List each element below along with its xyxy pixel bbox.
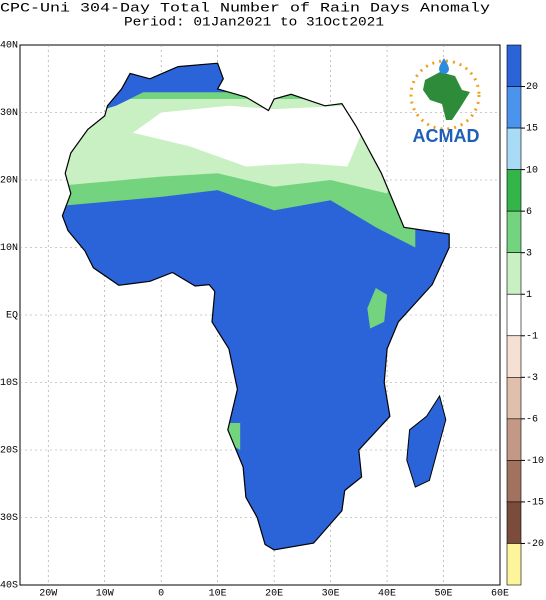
colorbar-swatch <box>506 501 522 544</box>
y-tick-label: 10S <box>0 378 18 389</box>
logo-text: ACMAD <box>413 126 480 146</box>
x-tick-label: 10W <box>96 589 114 600</box>
colorbar-label: -6 <box>526 414 538 425</box>
title-line-1: CPC-Uni 304-Day Total Number of Rain Day… <box>0 0 490 15</box>
madagascar <box>406 394 447 488</box>
colorbar-label: 15 <box>526 124 538 135</box>
colorbar: 20 15 10 6 3 1 -1 -3 -6 -10 -15 -20 <box>506 44 544 586</box>
colorbar-label: -3 <box>526 373 538 384</box>
title-line-2: Period: 01Jan2021 to 31Oct2021 <box>124 14 384 29</box>
x-tick-label: 30E <box>322 589 340 600</box>
colorbar-swatch <box>506 418 522 461</box>
colorbar-label: -15 <box>526 498 544 509</box>
colorbar-swatch <box>506 210 522 253</box>
colorbar-label: 6 <box>526 207 532 218</box>
x-tick-label: 50E <box>435 589 453 600</box>
colorbar-label: 20 <box>526 82 538 93</box>
colorbar-swatch <box>506 86 522 129</box>
anomaly-neutral <box>132 105 365 167</box>
colorbar-label: 1 <box>526 290 532 301</box>
colorbar-label: -10 <box>526 456 544 467</box>
colorbar-swatch <box>506 127 522 170</box>
colorbar-swatch <box>506 543 522 586</box>
y-tick-label: 30S <box>0 513 18 524</box>
x-tick-label: 60E <box>491 589 509 600</box>
colorbar-label: -1 <box>526 331 538 342</box>
x-tick-label: 0 <box>158 589 164 600</box>
y-tick-label: 30N <box>0 108 18 119</box>
y-tick-label: 40N <box>0 41 18 52</box>
logo-drop <box>439 58 449 74</box>
coastline <box>61 62 450 551</box>
x-tick-label: 40E <box>378 589 396 600</box>
logo-continent <box>423 72 470 120</box>
kenya-dry <box>367 288 388 329</box>
y-tick-label: 10N <box>0 243 18 254</box>
colorbar-swatch <box>506 44 522 87</box>
colorbar-swatch <box>506 169 522 212</box>
colorbar-swatch <box>506 377 522 420</box>
colorbar-label: 3 <box>526 248 532 259</box>
sahara-anomaly <box>62 63 416 450</box>
y-tick-label: EQ <box>6 311 18 322</box>
y-tick-label: 40S <box>0 581 18 592</box>
x-tick-label: 20W <box>39 589 57 600</box>
colorbar-swatch <box>506 335 522 378</box>
land <box>61 62 450 551</box>
colorbar-swatch <box>506 252 522 295</box>
y-tick-label: 20N <box>0 176 18 187</box>
logo: ACMAD <box>409 58 481 146</box>
logo-rays <box>409 59 481 131</box>
x-tick-label: 10E <box>209 589 227 600</box>
x-tick-label: 20E <box>265 589 283 600</box>
colorbar-swatch <box>506 460 522 503</box>
colorbar-label: -20 <box>526 539 544 550</box>
colorbar-swatch <box>506 293 522 337</box>
y-tick-label: 20S <box>0 446 18 457</box>
colorbar-label: 10 <box>526 165 538 176</box>
